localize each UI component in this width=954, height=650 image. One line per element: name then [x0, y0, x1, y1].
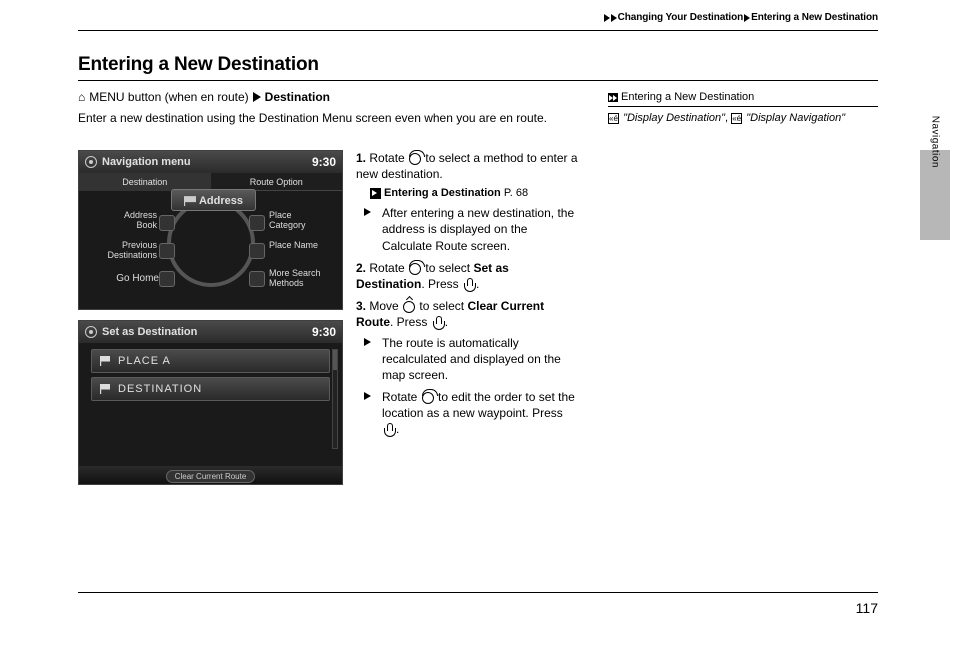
list-item-destination[interactable]: DESTINATION — [91, 377, 330, 401]
rule-top — [78, 30, 878, 31]
rule-bottom — [78, 592, 878, 593]
list-item-label: PLACE A — [118, 355, 171, 367]
voice-command-icon: «é — [731, 113, 742, 124]
step-3-note-2a: Rotate — [382, 390, 417, 404]
nav-screenshot-set-destination: Set as Destination 9:30 PLACE A DESTINAT… — [78, 320, 343, 485]
xref-page: P. 68 — [504, 187, 528, 199]
xref-marker-icon — [370, 188, 381, 199]
sidebar-body: «é "Display Destination", «é "Display Na… — [608, 111, 878, 126]
scrollbar[interactable] — [332, 349, 338, 449]
step-3-note-1: The route is automatically recalculated … — [364, 335, 578, 384]
compass-icon — [85, 156, 97, 168]
menu-button-icon: ⌂ — [78, 91, 85, 103]
rotate-dial-icon — [409, 153, 421, 165]
page-number: 117 — [856, 600, 878, 616]
section-tab-label: Navigation — [929, 116, 940, 168]
list-item-label: DESTINATION — [118, 383, 202, 395]
press-icon — [463, 278, 475, 292]
nav-header: Navigation menu 9:30 — [79, 151, 342, 173]
nav-header-2: Set as Destination 9:30 — [79, 321, 342, 343]
voice-command-icon: «é — [608, 113, 619, 124]
sidebar-heading: Entering a New Destination — [608, 90, 878, 107]
step-1: 1. Rotate to select a method to enter a … — [356, 150, 578, 254]
label-previous-destinations[interactable]: PreviousDestinations — [87, 241, 157, 261]
voice-command-2: "Display Navigation" — [746, 112, 845, 124]
label-address-book[interactable]: AddressBook — [87, 211, 157, 231]
page-title: Entering a New Destination — [78, 54, 319, 76]
clear-current-route-button[interactable]: Clear Current Route — [166, 470, 256, 483]
step-1-text-a: Rotate — [369, 151, 404, 165]
press-icon — [432, 316, 444, 330]
menu-path-destination: Destination — [265, 90, 330, 104]
compass-icon — [85, 326, 97, 338]
chevron-right-icon — [611, 14, 617, 22]
ring-node-icon[interactable] — [159, 243, 175, 259]
sidebar-heading-text: Entering a New Destination — [621, 90, 754, 105]
press-icon — [383, 423, 395, 437]
step-3-text-b: to select — [419, 299, 464, 313]
chevron-right-icon — [253, 92, 261, 102]
menu-path: ⌂ MENU button (when en route) Destinatio… — [78, 90, 330, 104]
nav-footer: Clear Current Route — [79, 466, 342, 484]
chevron-right-icon — [744, 14, 750, 22]
step-1-note: After entering a new destination, the ad… — [364, 205, 578, 254]
flag-icon — [100, 384, 110, 394]
chevron-right-icon — [604, 14, 610, 22]
breadcrumb-item-2: Entering a New Destination — [751, 12, 878, 23]
breadcrumb-item-1: Changing Your Destination — [618, 12, 743, 23]
clock-text-2: 9:30 — [312, 325, 336, 339]
voice-command-1: "Display Destination" — [623, 112, 725, 124]
flag-icon — [100, 356, 110, 366]
ring-node-icon[interactable] — [249, 243, 265, 259]
sidebar-callout: Entering a New Destination «é "Display D… — [608, 90, 878, 127]
rule-heading — [78, 80, 878, 81]
step-1-note-text: After entering a new destination, the ad… — [382, 206, 574, 252]
move-joystick-icon — [403, 301, 415, 313]
intro-paragraph: Enter a new destination using the Destin… — [78, 110, 578, 126]
sidebar-marker-icon — [608, 93, 618, 102]
nav-header-title: Navigation menu — [102, 156, 191, 168]
step-2-text-a: Rotate — [369, 261, 404, 275]
ring-node-icon[interactable] — [249, 271, 265, 287]
step-3-note-1-text: The route is automatically recalculated … — [382, 336, 561, 382]
xref-label: Entering a Destination — [384, 187, 501, 199]
clock-text: 9:30 — [312, 155, 336, 169]
flag-icon — [184, 196, 196, 206]
selector-ring — [167, 199, 255, 287]
step-2: 2. Rotate to select Set as Destination. … — [356, 260, 578, 292]
label-go-home[interactable]: Go Home — [87, 273, 159, 284]
ring-node-icon[interactable] — [159, 215, 175, 231]
step-3-text-a: Move — [369, 299, 398, 313]
nav-screenshot-menu: Navigation menu 9:30 Destination Route O… — [78, 150, 343, 310]
address-button-label: Address — [199, 195, 243, 207]
rotate-dial-icon — [409, 263, 421, 275]
step-3-text-c: . Press — [390, 315, 427, 329]
step-3: 3. Move to select Clear Current Route. P… — [356, 298, 578, 438]
ring-node-icon[interactable] — [159, 271, 175, 287]
label-place-category[interactable]: PlaceCategory — [269, 211, 339, 231]
step-2-text-b: to select — [425, 261, 470, 275]
instruction-steps: 1. Rotate to select a method to enter a … — [356, 150, 578, 444]
label-place-name[interactable]: Place Name — [269, 241, 339, 251]
list-item-place-a[interactable]: PLACE A — [91, 349, 330, 373]
ring-node-icon[interactable] — [249, 215, 265, 231]
menu-button-text: MENU button (when en route) — [89, 90, 248, 104]
step-3-note-2: Rotate to edit the order to set the loca… — [364, 389, 578, 438]
step-2-text-c: . Press — [421, 277, 458, 291]
breadcrumb: Changing Your Destination Entering a New… — [604, 12, 878, 23]
rotate-dial-icon — [422, 392, 434, 404]
address-button[interactable]: Address — [171, 189, 256, 211]
nav-header-title-2: Set as Destination — [102, 326, 197, 338]
label-more-search[interactable]: More SearchMethods — [269, 269, 341, 289]
